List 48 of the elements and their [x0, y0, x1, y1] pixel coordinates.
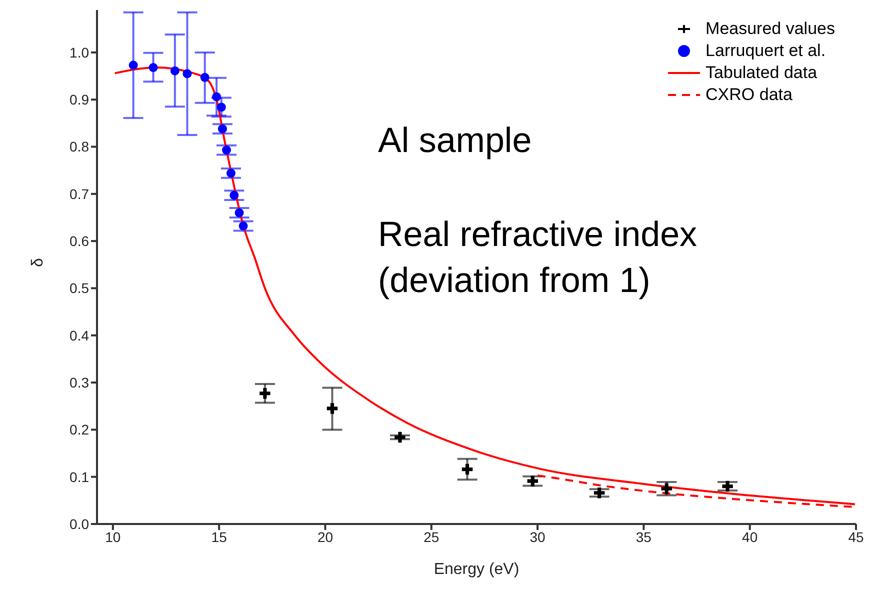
point	[234, 208, 244, 218]
y-tick-label: 0.1	[70, 468, 90, 485]
x-tick-label: 10	[105, 528, 121, 545]
point	[182, 69, 192, 78]
point	[594, 488, 605, 498]
legend-label: Tabulated data	[706, 62, 818, 84]
x-tick-label: 45	[848, 528, 864, 545]
y-tick-label: 0.7	[70, 186, 90, 202]
x-tick-label: 30	[530, 528, 546, 545]
point	[661, 483, 672, 494]
point	[394, 432, 406, 443]
point	[527, 476, 538, 486]
legend-label: Measured values	[706, 18, 835, 40]
legend-label: Larruquert et al.	[706, 40, 826, 62]
point	[200, 72, 210, 82]
y-tick-label: 0.3	[70, 374, 90, 390]
y-tick-label: 1.0	[70, 44, 90, 60]
y-tick-label: 0.2	[70, 422, 90, 438]
point	[238, 221, 248, 230]
point	[326, 403, 338, 414]
x-tick-label: 20	[317, 528, 334, 545]
point	[212, 92, 222, 102]
y-tick-label: 0.6	[70, 233, 90, 250]
point	[722, 480, 733, 492]
y-tick-label: 0.8	[70, 138, 90, 155]
point	[216, 102, 226, 112]
point	[226, 168, 236, 178]
point	[230, 190, 239, 200]
annotation: Al sample	[378, 120, 533, 162]
y-axis-title: δ	[30, 258, 47, 267]
point	[218, 124, 227, 134]
x-axis-title: Energy (eV)	[434, 561, 520, 578]
point	[170, 66, 180, 76]
x-tick-label: 40	[742, 528, 758, 545]
point	[128, 60, 138, 70]
y-tick-label: 0.9	[70, 92, 90, 108]
y-tick-label: 0.0	[70, 516, 90, 532]
point	[222, 146, 232, 155]
y-tick-label: 0.5	[70, 280, 90, 296]
point	[260, 388, 270, 399]
x-tick-label: 25	[424, 528, 440, 545]
point	[148, 63, 158, 72]
point	[462, 464, 473, 475]
x-tick-label: 35	[636, 528, 652, 545]
legend-label: CXRO data	[706, 84, 792, 106]
x-tick-label: 15	[211, 528, 228, 545]
annotation: Real refractive index (deviation from 1)	[378, 214, 698, 302]
y-tick-label: 0.4	[70, 327, 90, 344]
